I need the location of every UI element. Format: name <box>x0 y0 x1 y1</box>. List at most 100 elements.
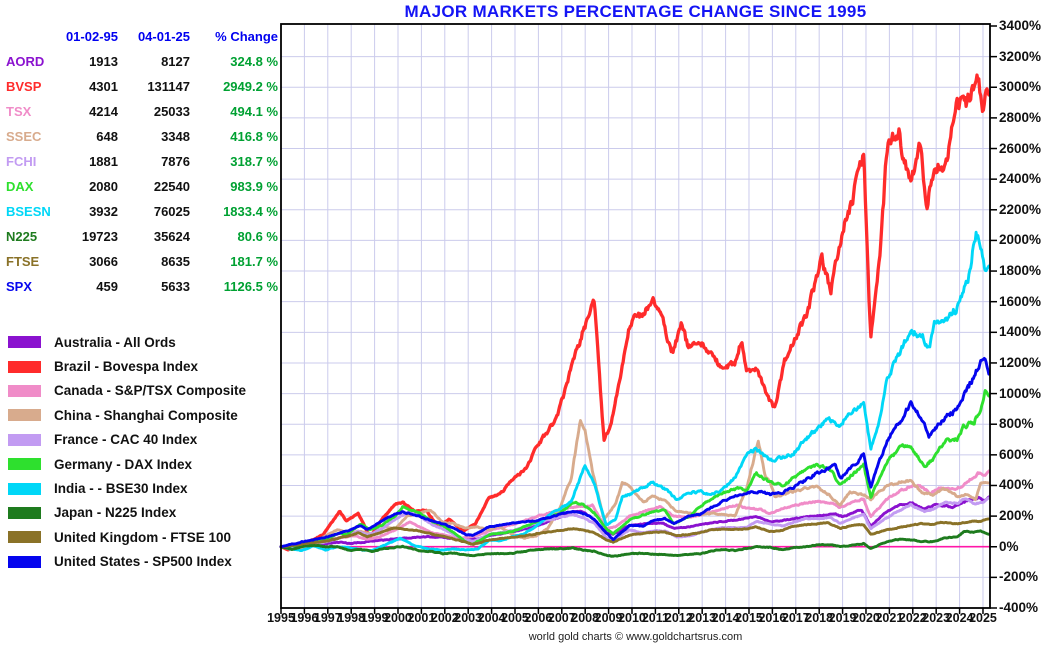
row-start-value: 2080 <box>89 179 118 194</box>
legend-item: India - - BSE30 Index <box>8 476 246 500</box>
y-axis-tick-label: 3400% <box>999 18 1042 33</box>
row-end-value: 35624 <box>153 229 190 244</box>
x-axis-tick-label: 2020 <box>852 611 880 625</box>
row-percent-change: 318.7 % <box>230 154 278 169</box>
y-axis-tick-label: -200% <box>999 569 1039 585</box>
legend-label: United Kingdom - FTSE 100 <box>54 529 232 545</box>
chart-legend: Australia - All Ords Brazil - Bovespa Ind… <box>8 330 246 574</box>
row-percent-change: 416.8 % <box>230 129 278 144</box>
row-symbol: TSX <box>6 104 32 119</box>
row-start-value: 1913 <box>89 54 118 69</box>
x-axis-tick-label: 2019 <box>828 611 857 625</box>
x-axis-tick-label: 1997 <box>313 611 342 625</box>
y-axis-tick-label: 600% <box>999 446 1034 462</box>
legend-item: United Kingdom - FTSE 100 <box>8 525 246 549</box>
x-axis-tick-label: 2015 <box>735 611 763 625</box>
y-axis-tick-label: 200% <box>999 508 1034 524</box>
table-row: BSESN 3932 76025 1833.4 % <box>6 199 278 224</box>
legend-label: India - - BSE30 Index <box>54 481 188 497</box>
legend-label: Germany - DAX Index <box>54 456 193 472</box>
stats-header-spacer <box>6 24 62 49</box>
legend-color-swatch <box>8 506 41 519</box>
row-end-value: 8127 <box>161 54 190 69</box>
row-symbol: N225 <box>6 229 38 244</box>
row-percent-change: 1126.5 % <box>223 279 278 294</box>
row-percent-change: 2949.2 % <box>223 79 278 94</box>
legend-label: Brazil - Bovespa Index <box>54 359 199 375</box>
x-axis-tick-label: 1995 <box>267 611 295 625</box>
legend-item: Canada - S&P/TSX Composite <box>8 379 246 403</box>
row-symbol: DAX <box>6 179 34 194</box>
legend-label: Canada - S&P/TSX Composite <box>54 383 247 399</box>
legend-color-swatch <box>8 458 41 471</box>
x-axis-tick-label: 2016 <box>758 611 787 625</box>
row-percent-change: 494.1 % <box>230 104 278 119</box>
y-axis-tick-label: 1600% <box>999 293 1042 309</box>
series-line-spx <box>279 356 991 549</box>
x-axis-tick-label: 2004 <box>477 611 506 625</box>
y-axis-tick-label: 1000% <box>999 385 1042 401</box>
table-row: AORD 1913 8127 324.8 % <box>6 49 278 74</box>
x-axis-tick-label: 2003 <box>454 611 483 625</box>
stats-header-change: % Change <box>215 29 278 44</box>
row-start-value: 648 <box>96 129 118 144</box>
series-line-fchi <box>279 496 991 550</box>
row-end-value: 25033 <box>153 104 190 119</box>
row-symbol: BVSP <box>6 79 42 94</box>
row-start-value: 3066 <box>89 254 118 269</box>
table-row: FTSE 3066 8635 181.7 % <box>6 249 278 274</box>
x-axis-tick-label: 2005 <box>501 611 529 625</box>
series-line-n225 <box>279 529 991 558</box>
y-axis-tick-label: 2600% <box>999 140 1042 156</box>
legend-label: France - CAC 40 Index <box>54 432 198 448</box>
legend-color-swatch <box>8 360 41 373</box>
y-axis-tick-label: 0% <box>999 538 1019 554</box>
row-symbol: BSESN <box>6 204 51 219</box>
x-axis-tick-label: 2010 <box>618 611 646 625</box>
y-axis-tick-label: 1200% <box>999 354 1042 370</box>
row-end-value: 22540 <box>153 179 190 194</box>
stats-table-body: AORD 1913 8127 324.8 % BVSP 4301 131147 2949.2 … <box>6 49 278 299</box>
row-percent-change: 1833.4 % <box>223 204 278 219</box>
legend-label: United States - SP500 Index <box>54 554 232 570</box>
x-axis-tick-label: 2021 <box>875 611 904 625</box>
row-start-value: 4214 <box>89 104 118 119</box>
x-axis-tick-label: 1996 <box>290 611 319 625</box>
x-axis-tick-label: 2024 <box>945 611 974 625</box>
table-row: TSX 4214 25033 494.1 % <box>6 99 278 124</box>
stats-header-start-date: 01-02-95 <box>65 29 118 44</box>
x-axis-tick-label: 2022 <box>898 611 927 625</box>
row-end-value: 76025 <box>153 204 190 219</box>
y-axis-tick-label: 2800% <box>999 109 1042 125</box>
legend-item: Germany - DAX Index <box>8 452 246 476</box>
row-start-value: 19723 <box>81 229 118 244</box>
x-axis-tick-label: 2023 <box>922 611 951 625</box>
x-axis-tick-label: 2009 <box>594 611 623 625</box>
row-start-value: 459 <box>96 279 118 294</box>
x-axis-tick-label: 2008 <box>571 611 600 625</box>
row-percent-change: 324.8 % <box>230 54 278 69</box>
x-axis-tick-label: 2011 <box>641 611 669 625</box>
stats-header-end-date: 04-01-25 <box>137 29 190 44</box>
plot-border <box>280 23 991 609</box>
legend-item: China - Shanghai Composite <box>8 403 246 427</box>
row-symbol: SPX <box>6 279 33 294</box>
legend-color-swatch <box>8 555 41 568</box>
row-end-value: 131147 <box>147 79 190 94</box>
legend-label: Australia - All Ords <box>54 334 176 350</box>
x-axis-tick-label: 1998 <box>337 611 366 625</box>
y-axis-tick-label: 800% <box>999 416 1034 432</box>
table-row: DAX 2080 22540 983.9 % <box>6 174 278 199</box>
legend-label: China - Shanghai Composite <box>54 407 238 423</box>
x-axis-tick-label: 2013 <box>688 611 717 625</box>
x-axis-tick-label: 2006 <box>524 611 553 625</box>
legend-color-swatch <box>8 409 41 422</box>
series-line-ftse <box>279 517 991 549</box>
series-line-bvsp <box>279 73 991 552</box>
row-symbol: SSEC <box>6 129 42 144</box>
legend-item: Brazil - Bovespa Index <box>8 354 246 378</box>
row-start-value: 1881 <box>89 154 118 169</box>
legend-color-swatch <box>8 384 41 397</box>
y-axis-tick-label: 1800% <box>999 263 1042 279</box>
